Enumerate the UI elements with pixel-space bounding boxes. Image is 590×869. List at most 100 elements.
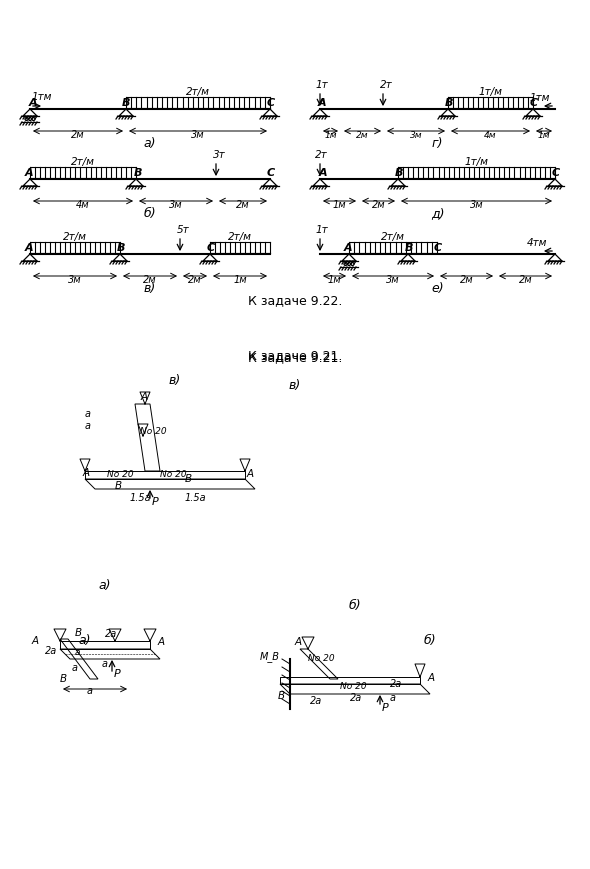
Text: 3м: 3м <box>470 200 483 210</box>
Text: д): д) <box>431 207 444 220</box>
Text: 5т: 5т <box>177 225 189 235</box>
Text: a: a <box>85 421 91 431</box>
Text: B: B <box>445 98 454 108</box>
Text: B: B <box>122 98 130 108</box>
Text: 2т/м: 2т/м <box>63 232 87 242</box>
Text: 2т: 2т <box>315 150 327 160</box>
Text: 1м: 1м <box>327 275 341 285</box>
Text: M_B: M_B <box>260 651 280 662</box>
Text: 3м: 3м <box>191 130 205 140</box>
Text: 2т: 2т <box>380 80 392 90</box>
Text: 4м: 4м <box>76 200 90 210</box>
Text: A: A <box>29 98 38 108</box>
Text: 2м: 2м <box>236 200 250 210</box>
Text: 1т: 1т <box>316 80 329 90</box>
Text: A: A <box>295 637 302 647</box>
Text: A: A <box>83 468 90 478</box>
Text: 2м: 2м <box>143 275 157 285</box>
Text: А: А <box>25 168 34 178</box>
Text: г): г) <box>432 137 443 150</box>
Text: 1т/м: 1т/м <box>464 157 489 167</box>
Text: 1тм: 1тм <box>529 93 549 103</box>
Text: B: B <box>134 168 143 178</box>
Text: а): а) <box>99 579 112 592</box>
Text: P: P <box>114 669 121 679</box>
Text: 2a: 2a <box>105 629 117 639</box>
Text: B: B <box>115 481 122 491</box>
Text: C: C <box>207 243 215 253</box>
Text: К задаче 9.21.: К задаче 9.21. <box>248 351 342 364</box>
Text: C: C <box>267 168 275 178</box>
Text: 2a: 2a <box>310 696 322 706</box>
Text: 4м: 4м <box>484 131 497 140</box>
Text: 4тм: 4тм <box>527 238 548 248</box>
Text: 2м: 2м <box>519 275 532 285</box>
Text: A: A <box>158 637 165 647</box>
Text: C: C <box>552 168 560 178</box>
Text: No 20: No 20 <box>308 654 335 663</box>
Text: К задаче 9.22.: К задаче 9.22. <box>248 294 342 307</box>
Text: a: a <box>390 693 396 703</box>
Text: B: B <box>405 243 414 253</box>
Text: A: A <box>428 673 435 683</box>
Text: 1м: 1м <box>324 131 337 140</box>
Text: 2т/м: 2т/м <box>228 232 252 242</box>
Text: A: A <box>25 243 34 253</box>
Text: a: a <box>85 409 91 419</box>
Text: a: a <box>87 686 93 696</box>
Text: 1т: 1т <box>316 225 329 235</box>
Text: No 20: No 20 <box>160 470 186 479</box>
Text: B: B <box>60 674 67 684</box>
Text: 3м: 3м <box>386 275 400 285</box>
Text: a: a <box>75 648 80 657</box>
Text: 1м: 1м <box>233 275 247 285</box>
Text: B: B <box>395 168 404 178</box>
Text: A: A <box>141 392 148 402</box>
Text: C: C <box>530 98 538 108</box>
Text: B: B <box>185 474 192 484</box>
Text: 2м: 2м <box>460 275 473 285</box>
Text: a: a <box>72 663 78 673</box>
Text: P: P <box>152 497 159 507</box>
Text: P: P <box>382 703 389 713</box>
Text: 2т/м: 2т/м <box>381 232 405 242</box>
Text: 3м: 3м <box>169 200 183 210</box>
Text: 3т: 3т <box>213 150 225 160</box>
Text: 1.5a: 1.5a <box>130 493 152 503</box>
Text: 3м: 3м <box>68 275 82 285</box>
Text: A: A <box>32 636 39 646</box>
Text: 2м: 2м <box>188 275 202 285</box>
Text: 2a: 2a <box>350 693 362 703</box>
Text: 1м: 1м <box>333 200 346 210</box>
Text: в): в) <box>169 374 181 387</box>
Text: 1т/м: 1т/м <box>478 87 503 97</box>
Text: 2м: 2м <box>356 131 369 140</box>
Text: 1м: 1м <box>537 131 550 140</box>
Text: C: C <box>267 98 275 108</box>
Text: 2м: 2м <box>71 130 85 140</box>
Text: A: A <box>247 469 254 479</box>
Text: a: a <box>102 659 108 669</box>
Text: No 20: No 20 <box>107 470 133 479</box>
Text: 2м: 2м <box>372 200 385 210</box>
Text: No 20: No 20 <box>140 427 166 436</box>
Text: B: B <box>75 628 82 638</box>
Text: б): б) <box>144 207 156 220</box>
Text: 2т/м: 2т/м <box>186 87 210 97</box>
Text: е): е) <box>431 282 444 295</box>
Text: 1тм: 1тм <box>31 92 51 102</box>
Text: A: A <box>318 98 327 108</box>
Text: б): б) <box>349 599 361 612</box>
Text: 2т/м: 2т/м <box>71 157 95 167</box>
Text: 3м: 3м <box>409 131 422 140</box>
Text: в): в) <box>144 282 156 295</box>
Text: а): а) <box>144 137 156 150</box>
Text: 2a: 2a <box>45 646 57 656</box>
Text: A: A <box>319 168 327 178</box>
Text: 2a: 2a <box>390 679 402 689</box>
Text: а): а) <box>78 634 91 647</box>
Text: б): б) <box>424 634 437 647</box>
Text: в): в) <box>289 379 301 392</box>
Text: B: B <box>117 243 126 253</box>
Text: A: A <box>344 243 353 253</box>
